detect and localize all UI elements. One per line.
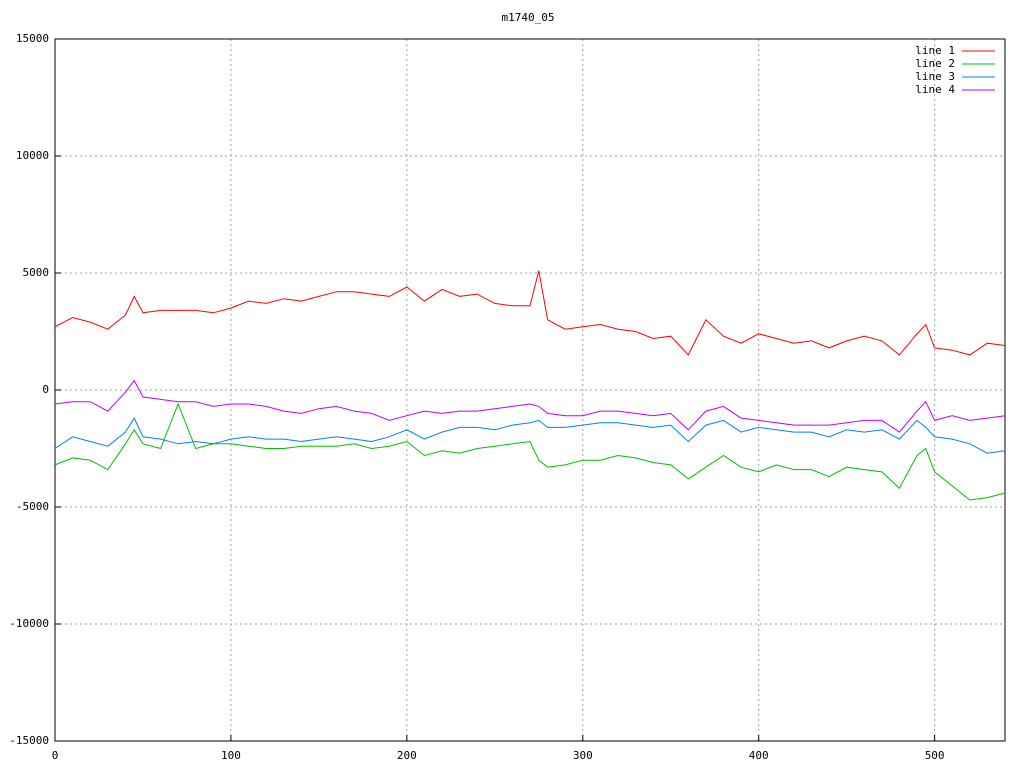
- x-tick-label: 100: [221, 749, 241, 762]
- data-line: [54, 379, 1006, 433]
- x-tick-label: 200: [397, 749, 417, 762]
- data-line: [54, 270, 1006, 356]
- plot-frame: [54, 38, 1006, 742]
- y-tick-label: 0: [42, 383, 49, 396]
- y-tick-label: -15000: [9, 734, 49, 747]
- x-tick-label: 400: [749, 749, 769, 762]
- legend-label: line 4: [915, 83, 955, 96]
- x-tick-label: 0: [52, 749, 59, 762]
- legend-label: line 1: [915, 44, 955, 57]
- y-tick-label: -10000: [9, 617, 49, 630]
- y-tick-label: 15000: [16, 32, 49, 45]
- x-tick-label: 300: [573, 749, 593, 762]
- chart-title: m1740_05: [502, 11, 555, 24]
- data-line: [54, 417, 1006, 454]
- legend-label: line 2: [915, 57, 955, 70]
- data-line: [54, 402, 1006, 501]
- legend-label: line 3: [915, 70, 955, 83]
- x-tick-label: 500: [925, 749, 945, 762]
- y-tick-label: 10000: [16, 149, 49, 162]
- y-tick-label: 5000: [23, 266, 50, 279]
- y-tick-label: -5000: [16, 500, 49, 513]
